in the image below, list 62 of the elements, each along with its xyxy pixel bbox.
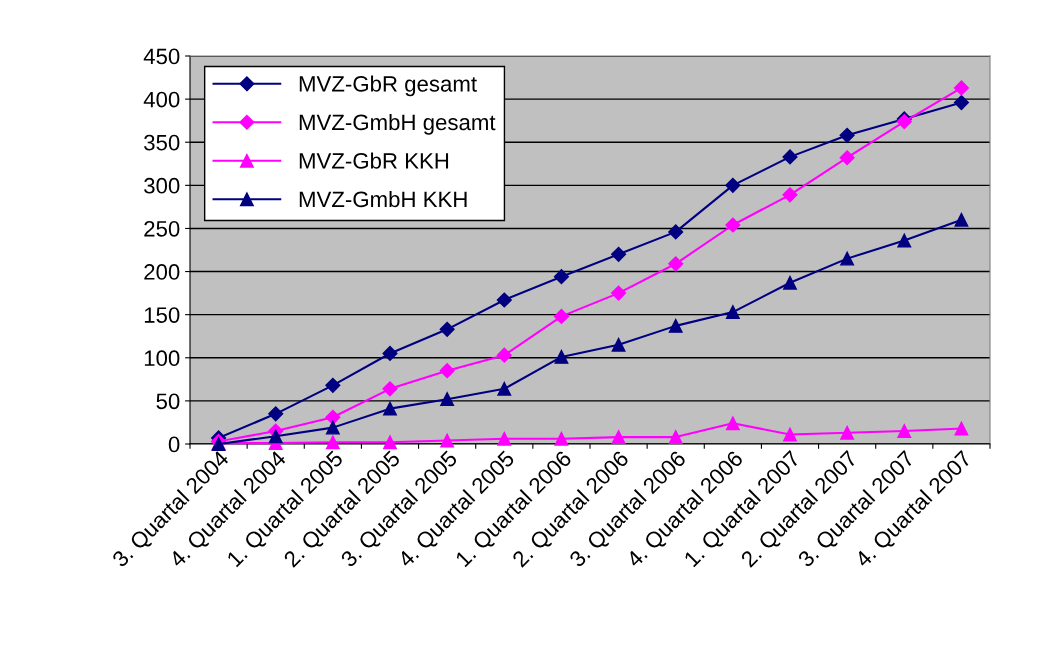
point xyxy=(611,337,626,352)
point xyxy=(953,94,969,111)
y-tick-label: 100 xyxy=(144,350,180,367)
y-tick-label: 150 xyxy=(144,307,180,323)
point xyxy=(954,421,969,436)
point xyxy=(496,347,512,363)
point xyxy=(897,424,912,439)
legend-label: MVZ-GmbH gesamt xyxy=(299,113,496,135)
point xyxy=(840,425,855,440)
y-tick-label: 0 xyxy=(168,436,180,453)
point xyxy=(325,435,340,450)
y-tick-label: 350 xyxy=(144,134,180,151)
point xyxy=(439,321,455,337)
point xyxy=(782,187,798,203)
point xyxy=(440,433,455,448)
point xyxy=(382,381,398,397)
point xyxy=(553,269,569,285)
point xyxy=(668,430,683,445)
point xyxy=(725,177,741,193)
point xyxy=(725,416,740,431)
legend-label: MVZ-GbR gesamt xyxy=(299,75,477,97)
legend-label: MVZ-GbR KKH xyxy=(299,152,449,169)
point xyxy=(383,435,397,450)
point xyxy=(268,406,284,422)
point xyxy=(325,409,341,425)
y-tick-label: 50 xyxy=(156,393,180,410)
point xyxy=(325,377,341,393)
point xyxy=(497,381,512,396)
point xyxy=(553,308,569,324)
point xyxy=(839,127,855,143)
point xyxy=(668,256,684,272)
point xyxy=(383,401,397,416)
point xyxy=(897,233,912,248)
point xyxy=(496,292,512,308)
y-tick-label: 400 xyxy=(143,91,180,108)
point xyxy=(439,363,455,379)
legend-label: MVZ-GmbH KKH xyxy=(299,190,467,208)
point xyxy=(668,318,683,333)
y-tick-label: 250 xyxy=(144,220,180,237)
point xyxy=(382,345,398,362)
point xyxy=(611,285,627,301)
point xyxy=(783,427,797,442)
y-tick-label: 200 xyxy=(144,264,180,280)
point xyxy=(725,217,741,233)
point xyxy=(325,420,340,435)
point xyxy=(611,430,626,445)
point xyxy=(782,149,798,165)
point xyxy=(953,80,969,96)
y-tick-label: 450 xyxy=(143,48,180,65)
point xyxy=(954,212,969,227)
y-tick-label: 300 xyxy=(144,177,180,194)
point xyxy=(839,150,855,166)
point xyxy=(668,224,684,240)
point xyxy=(611,246,627,262)
point xyxy=(783,275,797,290)
point xyxy=(440,392,455,407)
point xyxy=(268,429,283,444)
point xyxy=(554,349,569,364)
point xyxy=(554,431,569,446)
point xyxy=(840,251,855,266)
point xyxy=(497,431,512,446)
point xyxy=(725,305,740,320)
